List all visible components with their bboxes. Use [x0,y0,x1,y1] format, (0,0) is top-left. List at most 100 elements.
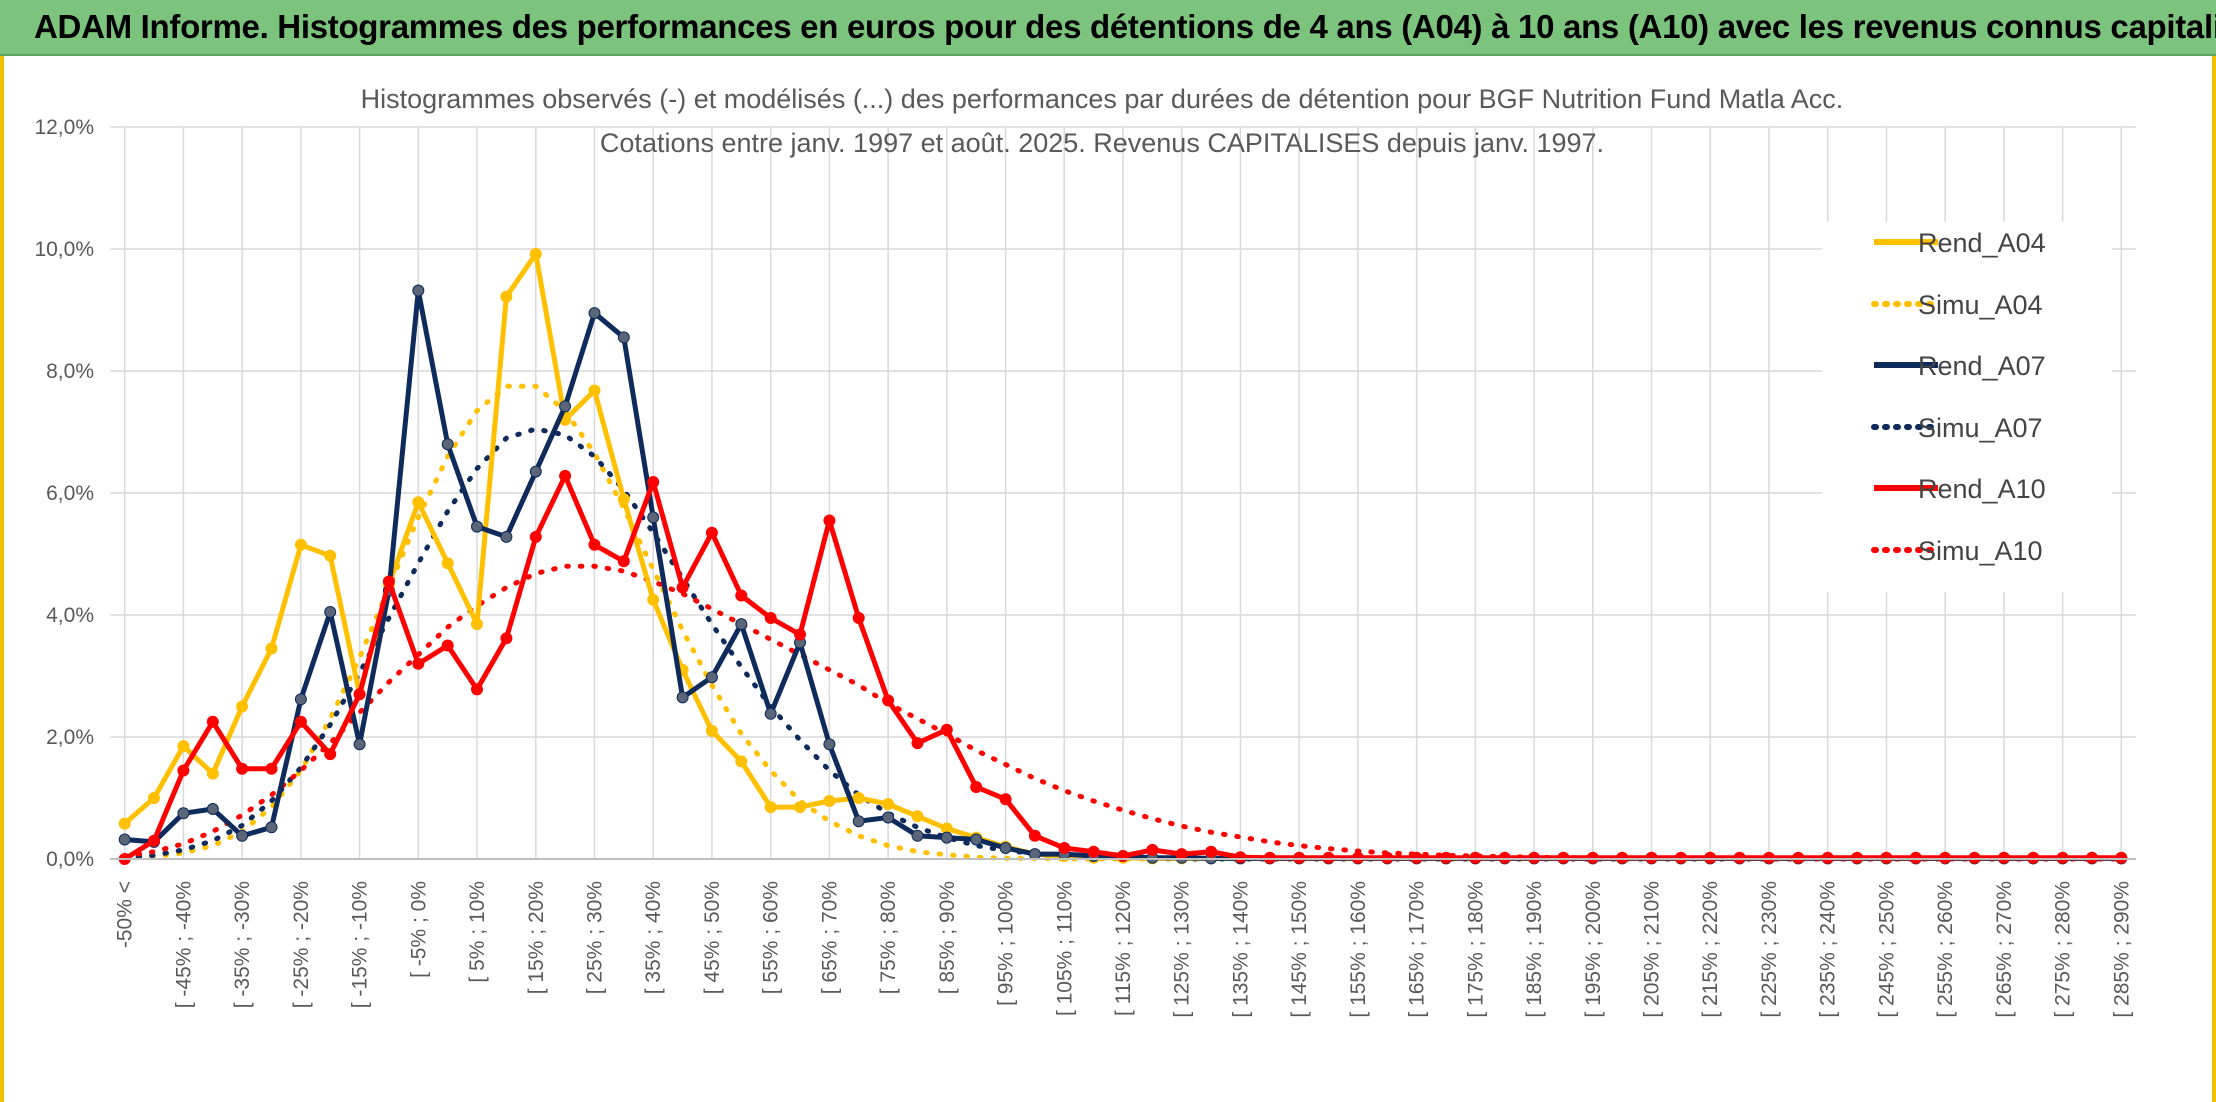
x-tick-label: [ 255% ; 260% [1934,881,1957,1018]
point-rend-a10 [1968,851,1981,864]
legend-label-rend-a10: Rend_A10 [1918,474,2046,504]
point-rend-a04 [324,549,337,562]
y-tick-label: 12,0% [34,116,94,139]
point-rend-a10 [412,657,425,670]
x-tick-label: [ 125% ; 130% [1171,881,1194,1018]
x-tick-label: [ 285% ; 290% [2110,881,2133,1018]
point-rend-a10 [382,575,395,588]
point-rend-a07 [412,284,425,297]
legend-item-rend-a10[interactable]: Rend_A10 [1822,468,2112,508]
point-rend-a10 [471,683,483,696]
x-tick-label: [ 145% ; 150% [1288,881,1311,1018]
point-rend-a10 [764,612,777,624]
point-rend-a04 [823,795,836,807]
point-rend-a10 [1733,851,1746,864]
point-rend-a10 [177,764,190,777]
point-rend-a04 [412,496,425,509]
x-tick-label: -50% < [114,881,137,948]
point-rend-a10 [1440,851,1452,864]
legend-label-simu-a10: Simu_A10 [1918,536,2043,566]
legend-label-simu-a07: Simu_A07 [1918,413,2043,443]
point-rend-a04 [882,798,895,811]
legend-item-simu-a07[interactable]: Simu_A07 [1822,407,2112,447]
frame-right-border [2212,56,2216,1102]
x-tick-label: [ 75% ; 80% [877,881,900,994]
point-rend-a10 [1205,845,1218,858]
point-rend-a10 [735,589,748,602]
axis-layer: 0,0% 2,0% 4,0% 6,0% 8,0% 10,0% 12,0% -50% < [ -4… [34,116,2136,1018]
x-tick-label: [ 55% ; 60% [760,881,783,994]
legend-swatch-simu-a04 [1871,301,1940,307]
point-rend-a10 [1704,851,1717,864]
x-tick-label: [ 225% ; 230% [1758,881,1781,1018]
point-rend-a10 [588,538,601,551]
point-rend-a10 [1087,845,1100,858]
x-tick-label: [ 65% ; 70% [818,881,841,994]
legend-swatch-rend-a04 [1874,239,1938,245]
x-tick-label: [ 155% ; 160% [1347,881,1370,1018]
point-rend-a04 [177,740,190,753]
chart-legend: Rend_A04 Simu_A04 Rend_A07 Simu_A07 Rend… [1822,222,2112,592]
point-rend-a10 [705,526,718,539]
legend-item-simu-a10[interactable]: Simu_A10 [1822,530,2112,570]
point-rend-a10 [353,688,366,701]
y-tick-label: 8,0% [46,360,94,383]
point-rend-a10 [882,694,895,707]
point-rend-a10 [1616,851,1629,864]
point-rend-a07 [647,511,660,524]
point-rend-a07 [735,618,748,631]
point-rend-a07 [940,831,953,844]
chart-title: Histogrammes observés (-) et modélisés (… [361,84,1844,114]
x-tick-label: [ 245% ; 250% [1875,881,1898,1018]
x-tick-label: [ 115% ; 120% [1112,881,1135,1016]
point-rend-a10 [2086,851,2098,864]
point-rend-a04 [764,801,777,814]
point-rend-a07 [471,520,483,533]
point-rend-a07 [882,811,895,824]
point-rend-a10 [206,715,219,728]
x-tick-label: [ 25% ; 30% [583,881,606,994]
point-rend-a10 [911,737,924,750]
point-rend-a10 [794,628,806,641]
point-rend-a10 [1410,851,1423,864]
histogram-chart: 0,0% 2,0% 4,0% 6,0% 8,0% 10,0% 12,0% -50% < [ -4… [34,84,2136,1018]
x-tick-label: [ -45% ; -40% [172,881,195,1008]
header-bar: ADAM Informe. Histogrammes des performan… [0,0,2216,56]
y-tick-label: 2,0% [46,726,94,749]
point-rend-a10 [1469,851,1482,864]
y-tick-label: 10,0% [34,238,94,261]
point-rend-a07 [617,331,630,344]
point-rend-a10 [1586,851,1599,864]
point-rend-a10 [1763,851,1775,864]
point-rend-a10 [970,781,983,793]
legend-label-rend-a07: Rend_A07 [1918,351,2046,381]
point-rend-a04 [529,247,542,260]
x-tick-label: [ -5% ; 0% [407,881,430,978]
point-rend-a10 [2027,851,2040,864]
point-rend-a04 [617,493,630,506]
point-rend-a10 [676,581,689,594]
point-rend-a10 [1997,851,2010,864]
point-rend-a04 [118,817,131,830]
x-tick-label: [ 165% ; 170% [1406,881,1429,1018]
point-rend-a10 [1175,848,1188,861]
point-rend-a07 [500,530,513,543]
point-rend-a10 [617,555,630,568]
point-rend-a10 [1293,851,1306,864]
x-tick-label: [ -25% ; -20% [290,881,313,1008]
point-rend-a10 [1880,851,1893,864]
point-rend-a07 [999,842,1012,854]
point-rend-a10 [265,762,278,775]
point-rend-a10 [2056,851,2069,864]
x-tick-label: [ 195% ; 200% [1582,881,1605,1018]
point-rend-a07 [705,671,718,684]
point-rend-a04 [236,700,249,713]
point-rend-a04 [265,642,278,655]
point-rend-a07 [911,829,924,842]
legend-item-simu-a04[interactable]: Simu_A04 [1822,284,2112,324]
x-tick-label: [ 185% ; 190% [1523,881,1546,1018]
legend-item-rend-a07[interactable]: Rend_A07 [1822,345,2112,385]
legend-item-rend-a04[interactable]: Rend_A04 [1822,222,2112,262]
point-rend-a10 [1351,851,1364,864]
y-tick-label: 6,0% [46,482,94,505]
